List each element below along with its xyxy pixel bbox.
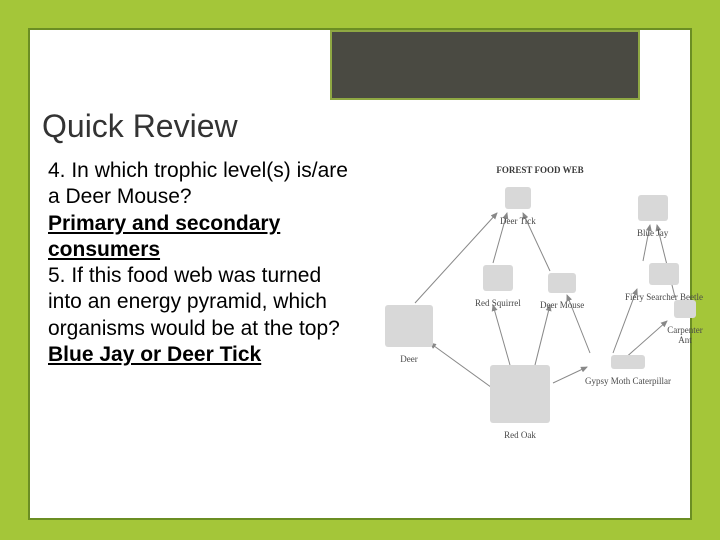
slide-container: Quick Review 4. In which trophic level(s…: [28, 28, 692, 520]
question-5-text: 5. If this food web was turned into an e…: [48, 263, 348, 342]
node-deer_tick: Deer Tick: [500, 187, 536, 226]
diagram-title: FOREST FOOD WEB: [375, 165, 705, 175]
node-blue_jay: Blue Jay: [637, 195, 668, 238]
corner-decoration: [330, 30, 640, 100]
question-content: 4. In which trophic level(s) is/are a De…: [48, 158, 348, 368]
food-web-diagram: FOREST FOOD WEB Deer Tick Blue Jay Deer Red…: [375, 165, 705, 475]
question-4-answer: Primary and secondary consumers: [48, 211, 348, 264]
question-4-text: 4. In which trophic level(s) is/are a De…: [48, 158, 348, 211]
node-red_oak: Red Oak: [490, 365, 550, 440]
node-carpenter_ant: Carpenter Ant: [665, 300, 705, 345]
slide-title: Quick Review: [42, 108, 238, 145]
node-deer: Deer: [385, 305, 433, 364]
node-deer_mouse: Deer Mouse: [540, 273, 584, 310]
node-fiery_searcher: Fiery Searcher Beetle: [625, 263, 703, 302]
question-5-answer: Blue Jay or Deer Tick: [48, 342, 348, 368]
node-gypsy_moth: Gypsy Moth Caterpillar: [585, 355, 671, 386]
node-red_squirrel: Red Squirrel: [475, 265, 521, 308]
